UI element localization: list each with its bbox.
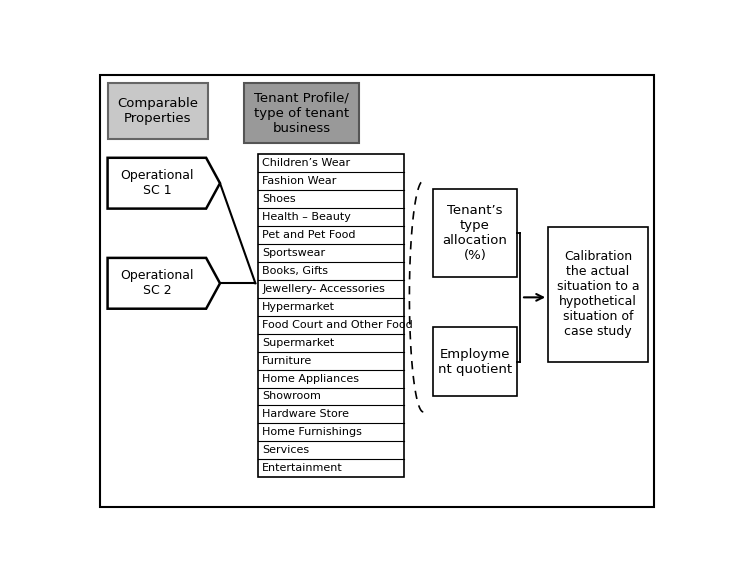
Text: Home Appliances: Home Appliances bbox=[262, 373, 359, 384]
Text: Entertainment: Entertainment bbox=[262, 463, 343, 473]
Text: Home Furnishings: Home Furnishings bbox=[262, 428, 362, 437]
Text: Fashion Wear: Fashion Wear bbox=[262, 176, 337, 186]
Text: Services: Services bbox=[262, 445, 309, 455]
Text: Pet and Pet Food: Pet and Pet Food bbox=[262, 230, 356, 240]
FancyBboxPatch shape bbox=[244, 83, 359, 143]
Text: Employme
nt quotient: Employme nt quotient bbox=[438, 348, 512, 376]
Text: Books, Gifts: Books, Gifts bbox=[262, 266, 329, 276]
Text: Showroom: Showroom bbox=[262, 391, 321, 402]
Text: Comparable
Properties: Comparable Properties bbox=[117, 97, 198, 125]
Text: Food Court and Other Food: Food Court and Other Food bbox=[262, 320, 413, 329]
FancyBboxPatch shape bbox=[107, 83, 208, 138]
Bar bbox=[548, 227, 648, 362]
Bar bbox=[258, 154, 404, 477]
Text: Children’s Wear: Children’s Wear bbox=[262, 158, 351, 168]
Text: Operational
SC 2: Operational SC 2 bbox=[120, 269, 193, 297]
Text: Calibration
the actual
situation to a
hypothetical
situation of
case study: Calibration the actual situation to a hy… bbox=[556, 250, 639, 339]
Text: Tenant Profile/
type of tenant
business: Tenant Profile/ type of tenant business bbox=[254, 92, 349, 134]
Text: Shoes: Shoes bbox=[262, 194, 296, 204]
Text: Hardware Store: Hardware Store bbox=[262, 410, 349, 419]
Text: Jewellery- Accessories: Jewellery- Accessories bbox=[262, 284, 385, 294]
Text: Furniture: Furniture bbox=[262, 355, 312, 366]
Text: Health – Beauty: Health – Beauty bbox=[262, 212, 351, 222]
Text: Sportswear: Sportswear bbox=[262, 248, 326, 258]
Text: Tenant’s
type
allocation
(%): Tenant’s type allocation (%) bbox=[442, 204, 507, 262]
Text: Supermarket: Supermarket bbox=[262, 338, 334, 347]
Bar bbox=[432, 189, 517, 277]
Text: Hypermarket: Hypermarket bbox=[262, 302, 335, 312]
Bar bbox=[432, 327, 517, 396]
Text: Operational
SC 1: Operational SC 1 bbox=[120, 169, 193, 197]
